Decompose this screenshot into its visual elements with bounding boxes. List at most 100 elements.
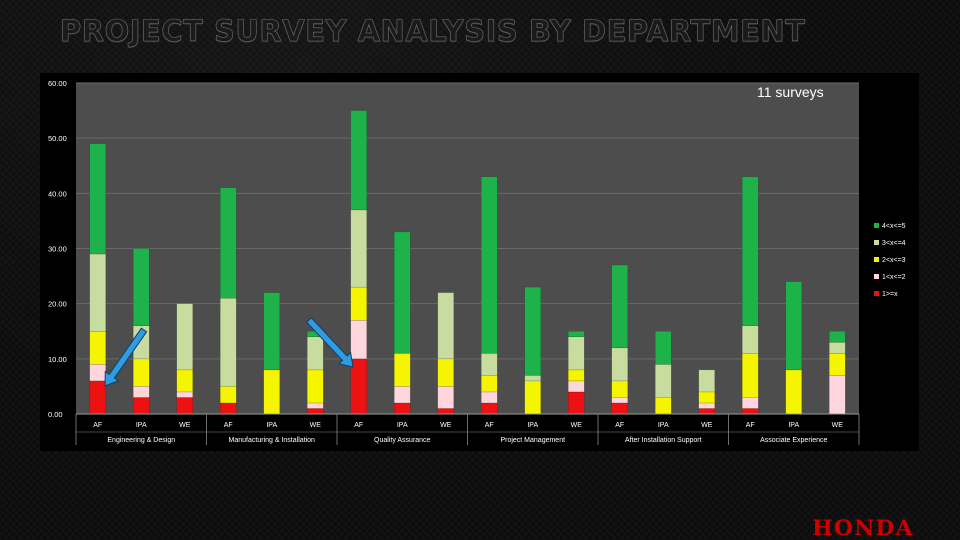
bar-segment (568, 391, 585, 415)
bar-segment (176, 391, 193, 398)
bar-segment (524, 286, 541, 376)
y-tick-label: 60.00 (48, 79, 67, 88)
bar-segment (829, 375, 846, 415)
legend-label: 2<x<=3 (882, 257, 906, 264)
legend-label: 4<x<=5 (882, 223, 906, 230)
bar-segment (350, 209, 367, 288)
legend-swatch (874, 223, 879, 228)
bar-segment (568, 336, 585, 371)
stacked-bar-chart: 0.00 10.00 20.00 30.00 40.00 50.00 60.00 AF IPA W… (48, 79, 906, 445)
bar-segment (785, 369, 802, 415)
bar-segment (742, 325, 759, 354)
legend-swatch (874, 291, 879, 296)
bar-segment (176, 303, 193, 371)
group-label: Quality Assurance (374, 437, 431, 444)
bar-segment (263, 292, 280, 371)
highlight-arrow (305, 317, 354, 368)
group-label: Manufacturing & Installation (229, 437, 315, 444)
bar-segment (220, 386, 237, 404)
bar-segment (481, 353, 498, 376)
page-title: PROJECT SURVEY ANALYSIS BY DEPARTMENT (60, 14, 806, 49)
bar-segment (611, 397, 628, 404)
bar-segment (698, 402, 715, 409)
group-label: Project Management (500, 437, 565, 444)
group-label: Engineering & Design (107, 437, 175, 444)
bar-segment (524, 375, 541, 382)
bar-segment (220, 402, 237, 415)
bar-segment (742, 408, 759, 415)
x-tick-label: IPA (788, 422, 799, 429)
bar-segment (176, 397, 193, 415)
legend-swatch (874, 240, 879, 245)
bar-segment (350, 110, 367, 211)
chart-panel: 0.00 10.00 20.00 30.00 40.00 50.00 60.00 AF IPA W… (40, 73, 919, 451)
bar-segment (481, 176, 498, 354)
bar-segment (785, 281, 802, 371)
bar-segment (437, 358, 454, 387)
bar-segment (742, 397, 759, 409)
bar-segment (89, 143, 106, 255)
bar-segment (394, 231, 411, 354)
legend-swatch (874, 257, 879, 262)
legend-label: 1>=x (882, 291, 898, 298)
bar-segment (220, 297, 237, 387)
bar-segment (394, 386, 411, 404)
bar-segment (133, 386, 150, 398)
bar-segment (655, 397, 672, 415)
group-label: Associate Experience (760, 437, 827, 444)
x-tick-label: AF (224, 422, 233, 429)
bar-segment (307, 369, 324, 404)
bar-segment (611, 380, 628, 398)
bar-segment (220, 187, 237, 299)
x-tick-label: AF (485, 422, 494, 429)
bar-segment (481, 375, 498, 393)
bar-segment (698, 369, 715, 393)
bar-segment (829, 342, 846, 354)
y-tick-label: 0.00 (48, 410, 63, 419)
honda-logo: HONDA (812, 515, 914, 540)
survey-count-annotation: 11 surveys (757, 84, 824, 100)
bar-segment (437, 292, 454, 360)
y-tick-label: 50.00 (48, 134, 67, 143)
bar-segment (350, 319, 367, 360)
bar-segment (568, 331, 585, 338)
x-tick-label: WE (440, 422, 452, 429)
bar-segment (655, 364, 672, 398)
y-tick-label: 20.00 (48, 300, 67, 309)
bar-segment (611, 264, 628, 349)
y-tick-label: 40.00 (48, 189, 67, 198)
bar-segment (307, 336, 324, 371)
x-tick-label: IPA (397, 422, 408, 429)
x-tick-label: WE (571, 422, 583, 429)
bar-segment (698, 391, 715, 404)
x-tick-label: WE (179, 422, 191, 429)
x-tick-label: AF (354, 422, 363, 429)
x-tick-label: IPA (658, 422, 669, 429)
bar-segment (307, 402, 324, 409)
bar-segment (89, 331, 106, 365)
x-tick-label: WE (701, 422, 713, 429)
bar-segment (742, 353, 759, 398)
x-tick-label: IPA (266, 422, 277, 429)
bar-segment (611, 347, 628, 382)
x-tick-label: AF (93, 422, 102, 429)
bar-segment (394, 353, 411, 387)
bar-segment (350, 286, 367, 321)
bar-segment (133, 397, 150, 415)
bar-segment (829, 331, 846, 343)
x-tick-label: AF (746, 422, 755, 429)
bar-segment (263, 369, 280, 415)
group-label: After Installation Support (625, 437, 702, 444)
bar-segment (524, 380, 541, 415)
legend-label: 3<x<=4 (882, 240, 906, 247)
bar-segment (698, 408, 715, 415)
bar-segment (481, 391, 498, 404)
x-tick-label: WE (832, 422, 844, 429)
y-tick-label: 30.00 (48, 245, 67, 254)
bar-segment (133, 248, 150, 326)
bar-segment (133, 358, 150, 387)
x-tick-label: IPA (136, 422, 147, 429)
bar-segment (829, 353, 846, 376)
bar-segment (307, 408, 324, 415)
legend-label: 1<x<=2 (882, 274, 906, 281)
